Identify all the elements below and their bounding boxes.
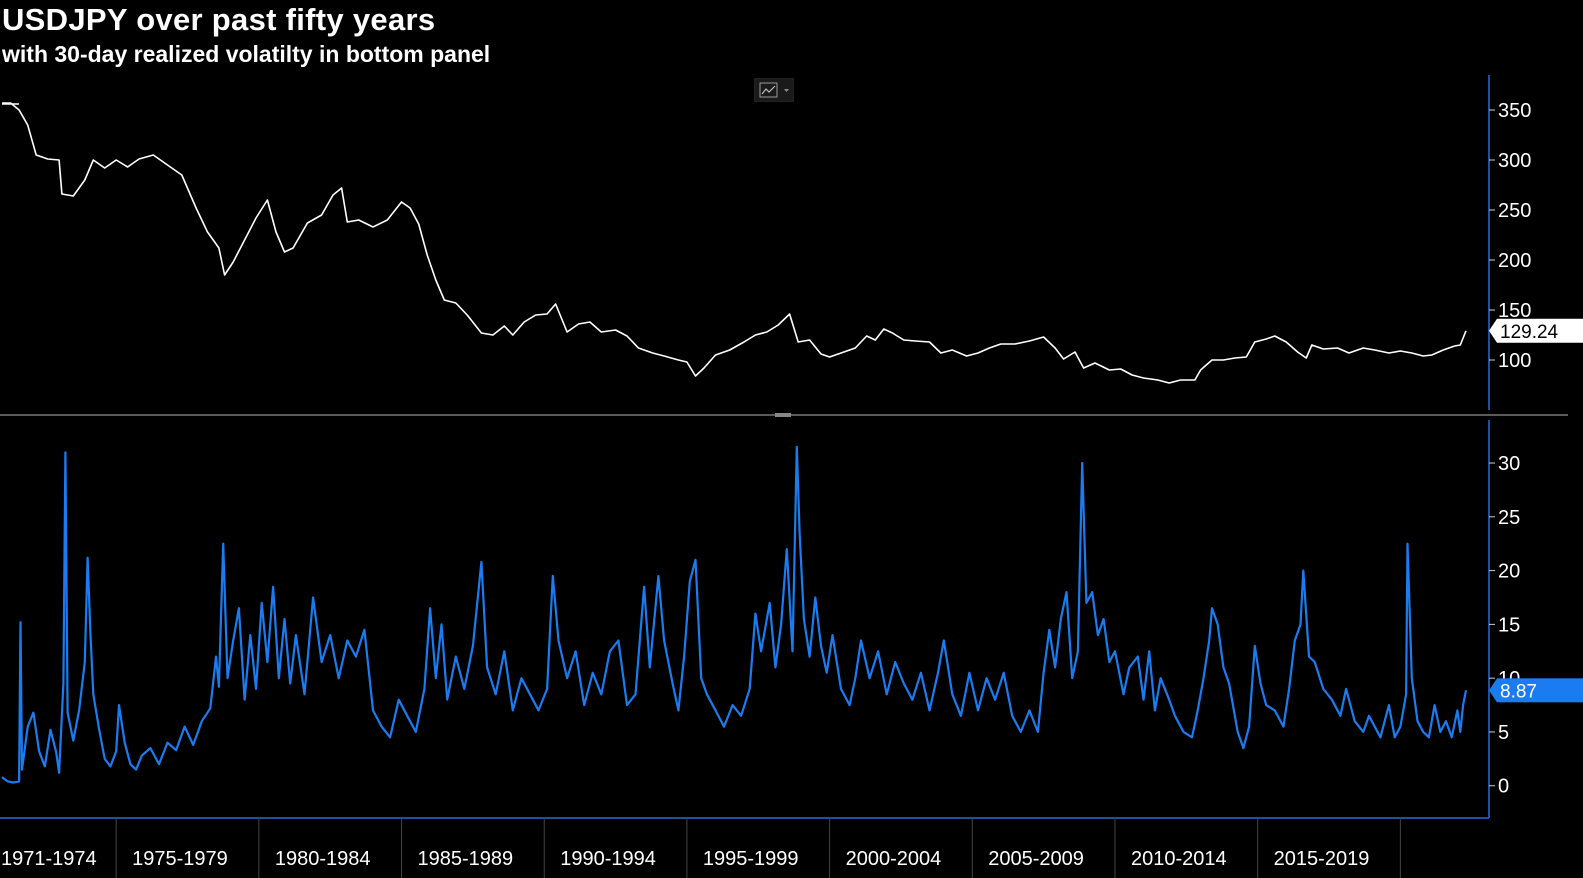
volatility-y-tick-label: 15 [1498,614,1520,636]
volatility-y-tick-label: 25 [1498,507,1520,529]
price-y-tick-label: 300 [1498,150,1531,172]
volatility-last-value-label: 8.87 [1500,681,1537,702]
price-series-line [2,102,1467,384]
x-tick-label: 1975-1979 [132,848,228,870]
chart-type-button[interactable] [754,78,794,102]
x-tick-label: 1995-1999 [703,848,799,870]
price-y-tick-label: 200 [1498,250,1531,272]
x-tick-label: 2000-2004 [846,848,942,870]
panel-resize-handle[interactable] [775,413,791,417]
x-axis: 1971-1974 1975-1979 1980-1984 1985-1989 1990… [0,817,1489,878]
volatility-last-value-pointer [1489,678,1497,703]
price-y-tick-label: 350 [1498,100,1531,122]
price-y-tick-label: 250 [1498,200,1531,222]
bottom-panel: 0510152025308.87 [1,420,1583,818]
x-tick-label: 2010-2014 [1131,848,1227,870]
x-tick-label: 2015-2019 [1274,848,1370,870]
x-tick-label: 1990-1994 [560,848,656,870]
volatility-last-value-badge [1497,678,1583,703]
price-last-value-label: 129.24 [1500,322,1559,343]
volatility-y-tick-label: 0 [1498,776,1509,798]
volatility-y-tick-label: 30 [1498,453,1520,475]
x-tick-label: 1980-1984 [275,848,371,870]
line-chart-icon [759,82,789,98]
chart-subtitle: with 30-day realized volatilty in bottom… [2,41,491,67]
chart-title: USDJPY over past fifty years [2,2,436,37]
price-last-value-pointer [1489,318,1497,343]
volatility-series-line [1,445,1468,784]
x-tick-label: 1971-1974 [1,848,97,870]
volatility-y-tick-label: 5 [1498,722,1509,744]
price-last-value-badge [1497,318,1583,343]
price-y-tick-label: 100 [1498,350,1531,372]
top-panel: 100 150 200 250 300 350 129.24 [2,75,1583,410]
volatility-y-tick-label: 20 [1498,561,1520,583]
x-tick-label: 2005-2009 [988,848,1084,870]
price-y-tick-label: 150 [1498,300,1531,322]
x-tick-label: 1985-1989 [418,848,514,870]
